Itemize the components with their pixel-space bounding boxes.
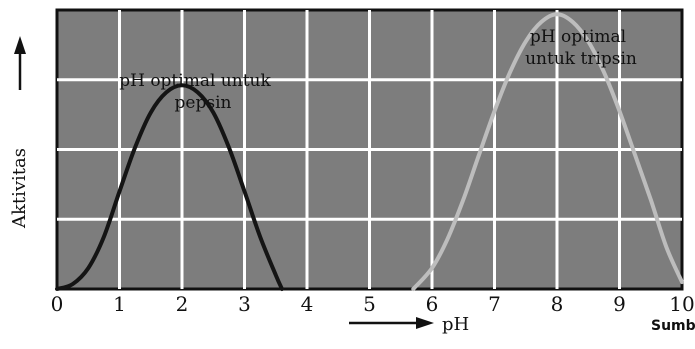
series-group (55, 12, 684, 291)
x-tick-label: 6 (426, 292, 439, 316)
annotation-tripsin-line-1: pH optimal (530, 27, 626, 47)
tripsin-activity-curve (411, 12, 684, 291)
x-tick-labels: 0 1 2 3 4 5 6 7 8 9 10 (51, 292, 695, 316)
annotation-tripsin-line-2: untuk tripsin (525, 49, 637, 69)
x-tick-label: 0 (51, 292, 64, 316)
y-axis-arrow-icon (14, 36, 26, 90)
x-tick-label: 3 (238, 292, 251, 316)
x-axis-arrow-icon (349, 317, 434, 329)
y-axis-title: Aktivitas (9, 148, 30, 229)
x-tick-label: 10 (669, 292, 694, 316)
x-tick-label: 8 (551, 292, 564, 316)
x-tick-label: 5 (363, 292, 376, 316)
source-label: Sumbe (651, 318, 695, 334)
x-tick-label: 1 (113, 292, 126, 316)
x-tick-label: 4 (301, 292, 314, 316)
annotation-pepsin-line-2: pepsin (175, 93, 232, 113)
x-axis-title: pH (442, 314, 469, 335)
annotation-pepsin-line-1: pH optimal untuk (119, 71, 271, 91)
x-tick-label: 7 (488, 292, 501, 316)
grid-lines (57, 10, 682, 289)
x-tick-label: 2 (176, 292, 189, 316)
x-tick-label: 9 (613, 292, 626, 316)
pepsin-activity-curve (55, 83, 284, 291)
